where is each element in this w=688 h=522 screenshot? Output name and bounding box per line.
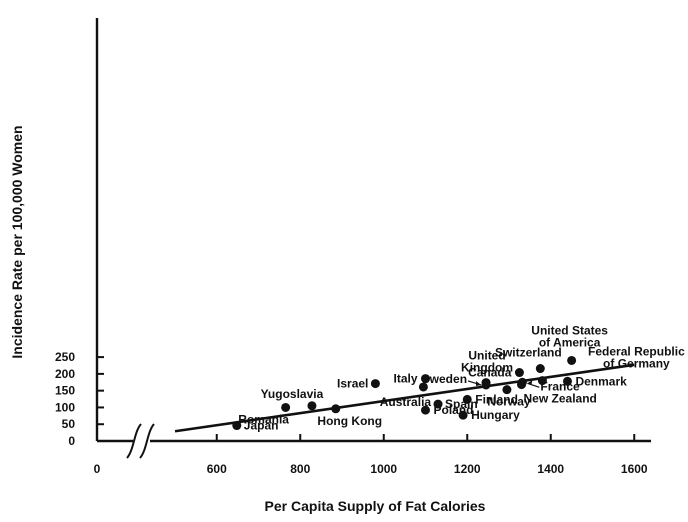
x-tick-label: 1400	[537, 462, 564, 476]
data-point-label: Hong Kong	[317, 414, 382, 428]
data-point-marker	[462, 394, 472, 404]
y-tick-label: 200	[55, 367, 75, 381]
point-romania: Romania	[238, 402, 291, 426]
data-point-marker	[433, 399, 443, 409]
data-point-label: Israel	[337, 377, 368, 391]
data-point-marker	[502, 385, 512, 395]
data-point-label: United Kingdom	[461, 349, 513, 375]
point-sweden: Sweden	[422, 372, 491, 390]
point-united-kingdom: United Kingdom	[461, 349, 513, 388]
data-point-label: Romania	[238, 412, 289, 426]
data-point-marker	[281, 402, 291, 412]
point-australia: Australia	[380, 382, 432, 409]
point-israel: Israel	[337, 377, 380, 391]
point-new-zealand: New Zealand	[517, 380, 597, 406]
data-point-label: Finland	[475, 392, 518, 406]
data-point-marker	[331, 404, 341, 414]
data-point-marker	[481, 380, 491, 390]
data-point-label: Yugoslavia	[261, 387, 324, 401]
point-finland: Finland	[462, 392, 518, 406]
x-axis-title: Per Capita Supply of Fat Calories	[265, 498, 486, 514]
axes: 0 50 100 150 200 250 0 600 800 1000 1200 1400 1600	[55, 18, 651, 476]
point-norway: Norway	[487, 385, 531, 409]
label-line: United	[468, 349, 505, 363]
trend-line-group	[174, 363, 635, 433]
label-line: of America	[539, 335, 601, 349]
y-tick-label: 0	[68, 434, 75, 448]
point-switzerland: Switzerland	[495, 346, 562, 374]
data-point-label: Sweden	[422, 372, 467, 386]
point-italy: Italy	[393, 372, 430, 386]
data-point-marker	[567, 355, 577, 365]
data-point-marker	[421, 405, 430, 415]
data-point-marker	[517, 380, 527, 390]
data-point-marker	[537, 376, 547, 386]
y-tick-label: 150	[55, 384, 75, 398]
label-arrowhead	[527, 380, 533, 386]
data-point-label: France	[540, 379, 580, 393]
axis-break-mark-2	[139, 423, 155, 459]
point-spain: Spain	[433, 397, 478, 411]
y-tick-label: 250	[55, 350, 75, 364]
label-line: United States	[531, 323, 608, 337]
data-point-label: United States of America	[531, 323, 608, 349]
label-line: of Germany	[603, 357, 670, 371]
data-point-marker	[562, 376, 572, 386]
trend-line	[174, 363, 635, 433]
data-point-label: Federal Republic of Germany	[588, 345, 685, 371]
data-point-marker	[307, 401, 317, 411]
point-denmark: Denmark	[562, 374, 627, 388]
data-point-label: New Zealand	[524, 392, 597, 406]
data-point-label: Japan	[244, 419, 279, 433]
data-point-marker	[514, 368, 524, 378]
data-point-marker	[421, 374, 430, 384]
x-tick-label: 0	[94, 462, 101, 476]
data-point-label: Spain	[445, 397, 478, 411]
data-point-label: Hungary	[471, 408, 520, 422]
point-japan: Japan	[232, 419, 278, 433]
data-point-marker	[458, 410, 468, 420]
axis-break-mark-1	[126, 423, 142, 459]
data-point-label: Italy	[393, 372, 417, 386]
data-point-label: Switzerland	[495, 346, 562, 360]
point-hong-kong: Hong Kong	[317, 404, 382, 428]
point-hungary: Hungary	[458, 408, 520, 422]
x-tick-label: 600	[207, 462, 227, 476]
y-tick-label: 100	[55, 400, 75, 414]
data-point-label: Norway	[487, 395, 531, 409]
label-line: Kingdom	[461, 361, 513, 375]
label-line: Federal Republic	[588, 345, 685, 359]
point-yugoslavia: Yugoslavia	[261, 387, 324, 411]
y-axis-title: Incidence Rate per 100,000 Women	[9, 125, 25, 358]
label-arrowhead	[476, 380, 482, 386]
data-point-label: Canada	[468, 366, 512, 380]
x-tick-label: 800	[290, 462, 310, 476]
y-tick-label: 50	[62, 417, 76, 431]
data-point-marker	[535, 364, 545, 374]
data-point-marker	[232, 421, 242, 431]
point-federal-republic-of-germany: Federal Republic of Germany	[537, 345, 685, 386]
x-tick-label: 1600	[621, 462, 648, 476]
point-united-states-of-america: United States of America	[531, 323, 608, 365]
x-tick-label: 1200	[454, 462, 481, 476]
data-point-marker	[370, 379, 380, 389]
point-canada: Canada	[468, 366, 524, 380]
data-point-label: Australia	[380, 395, 432, 409]
x-tick-label: 1000	[370, 462, 397, 476]
data-point-label: Denmark	[575, 374, 627, 388]
data-point-marker	[418, 382, 428, 392]
